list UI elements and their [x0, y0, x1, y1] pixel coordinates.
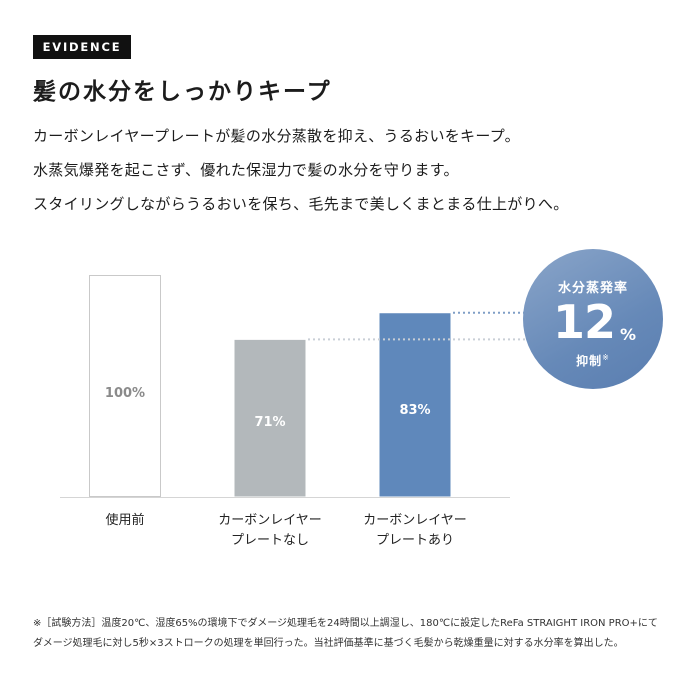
- evidence-badge: EVIDENCE: [33, 35, 131, 59]
- category-label-line: プレートなし: [230, 533, 309, 548]
- circle-note-mark: ※: [602, 353, 610, 362]
- bar-value-label-1: 100%: [105, 386, 145, 401]
- headline: 髪の水分をしっかりキープ: [33, 79, 332, 105]
- bar-2: [234, 339, 306, 497]
- body-line-3: スタイリングしながらうるおいを保ち、毛先まで美しくまとまる仕上がりへ。: [33, 195, 569, 213]
- body-text: カーボンレイヤープレートが髪の水分蒸散を抑え、うるおいをキープ。 水蒸気爆発を起…: [33, 122, 569, 224]
- category-label-line: カーボンレイヤー: [218, 513, 322, 528]
- circle-value: 12: [553, 295, 616, 349]
- footnote: ※［試験方法］温度20℃、湿度65%の環境下でダメージ処理毛を24時間以上調湿し…: [33, 618, 658, 649]
- category-label-line: 使用前: [105, 513, 145, 528]
- evaporation-reduction-circle: 水分蒸発率 12 % 抑制※: [523, 249, 663, 389]
- bar-3: [379, 313, 451, 497]
- circle-subcaption: 抑制※: [523, 352, 663, 369]
- category-label-2: カーボンレイヤー プレートなし: [195, 511, 345, 551]
- bar-value-label-3: 83%: [399, 403, 430, 418]
- circle-subcaption-text: 抑制: [576, 354, 603, 368]
- moisture-bar-chart: 100% 71% 83%: [60, 275, 528, 498]
- category-label-1: 使用前: [50, 511, 200, 531]
- bar-1: [89, 275, 161, 497]
- category-label-line: カーボンレイヤー: [363, 513, 467, 528]
- body-line-2: 水蒸気爆発を起こさず、優れた保湿力で髪の水分を守ります。: [33, 161, 459, 179]
- category-label-3: カーボンレイヤー プレートあり: [340, 511, 490, 551]
- circle-caption: 水分蒸発率: [557, 281, 628, 296]
- circle-unit: %: [620, 325, 637, 344]
- body-line-1: カーボンレイヤープレートが髪の水分蒸散を抑え、うるおいをキープ。: [33, 127, 520, 145]
- bar-value-label-2: 71%: [254, 415, 285, 430]
- category-label-line: プレートあり: [375, 533, 454, 548]
